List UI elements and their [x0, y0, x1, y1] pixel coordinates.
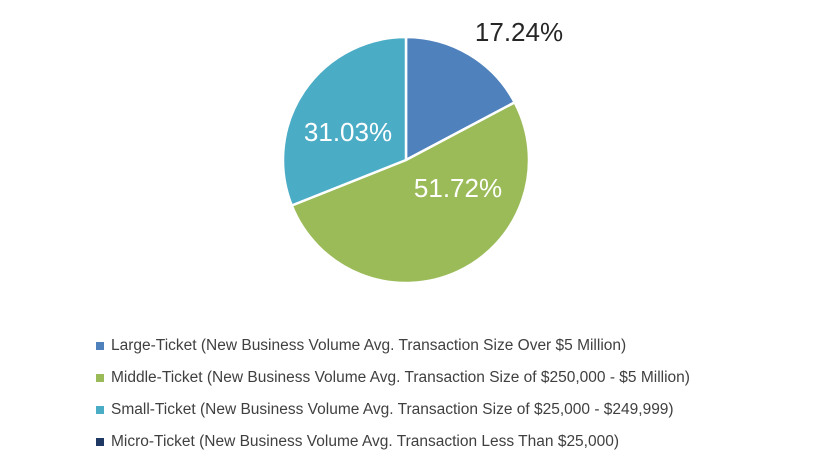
legend-swatch-icon [96, 406, 104, 414]
legend-item-2: Middle-Ticket (New Business Volume Avg. … [96, 362, 690, 394]
data-label-slice-1: 17.24% [475, 17, 563, 47]
legend-label: Micro-Ticket (New Business Volume Avg. T… [111, 433, 620, 450]
pie-slice-1 [404, 35, 516, 162]
pie-data-labels: 17.24% 51.72% 31.03% [304, 17, 563, 203]
pie-slice-2 [290, 101, 531, 285]
legend-swatch-icon [96, 374, 104, 382]
chart-legend: Large-Ticket (New Business Volume Avg. T… [96, 330, 690, 458]
data-label-slice-2: 51.72% [414, 173, 502, 203]
legend-label: Large-Ticket (New Business Volume Avg. T… [111, 337, 627, 354]
legend-swatch-icon [96, 342, 104, 350]
pie-slices [281, 35, 531, 285]
legend-item-1: Large-Ticket (New Business Volume Avg. T… [96, 330, 690, 362]
legend-label: Small-Ticket (New Business Volume Avg. T… [111, 401, 674, 418]
data-label-slice-3: 31.03% [304, 117, 392, 147]
legend-label: Middle-Ticket (New Business Volume Avg. … [111, 369, 690, 386]
legend-item-3: Small-Ticket (New Business Volume Avg. T… [96, 394, 690, 426]
legend-item-4: Micro-Ticket (New Business Volume Avg. T… [96, 426, 690, 458]
pie-slice-3 [281, 35, 408, 207]
legend-swatch-icon [96, 438, 104, 446]
